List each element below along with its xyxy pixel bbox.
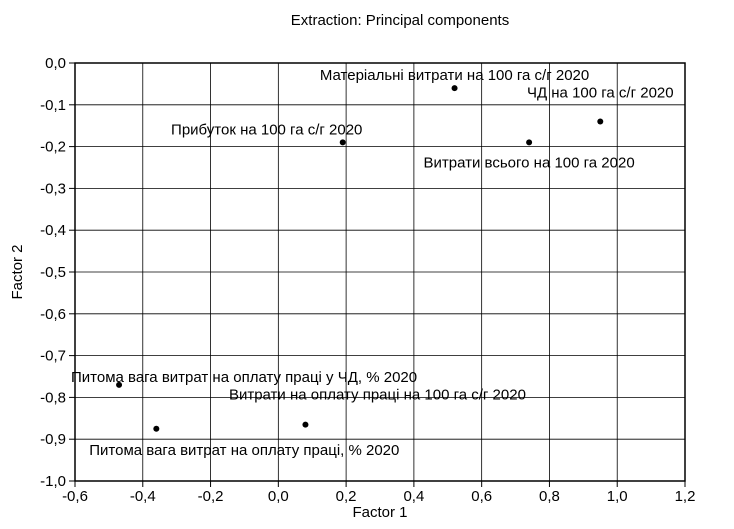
y-tick-label: -0,5	[40, 264, 66, 281]
x-tick-label: 1,2	[675, 488, 696, 505]
y-tick-label: -0,4	[40, 222, 66, 239]
x-tick-label: 0,4	[403, 488, 424, 505]
y-tick-label: -0,9	[40, 431, 66, 448]
x-tick-label: 0,2	[336, 488, 357, 505]
data-point	[339, 139, 346, 146]
x-tick-label: -0,4	[130, 488, 156, 505]
y-tick-label: -0,7	[40, 348, 66, 365]
y-tick-label: -1,0	[40, 473, 66, 490]
grid-layer	[74, 62, 686, 482]
x-tick-label: 1,0	[607, 488, 628, 505]
x-tick-label: -0,2	[198, 488, 224, 505]
y-tick-label: -0,2	[40, 139, 66, 156]
y-tick-label: -0,8	[40, 389, 66, 406]
y-tick-label: -0,6	[40, 306, 66, 323]
points-layer: Матеріальні витрати на 100 га с/г 2020ЧД…	[71, 67, 674, 459]
point-label: Питома вага витрат на оплату праці у ЧД,…	[71, 369, 417, 386]
point-label: Матеріальні витрати на 100 га с/г 2020	[320, 67, 589, 84]
y-tick-label: -0,3	[40, 180, 66, 197]
point-label: Питома вага витрат на оплату праці, % 20…	[89, 442, 399, 459]
x-axis-title: Factor 1	[352, 504, 407, 521]
data-point	[526, 139, 533, 146]
data-point	[597, 118, 604, 125]
point-label: Витрати всього на 100 га 2020	[424, 154, 635, 171]
x-tick-label: -0,6	[62, 488, 88, 505]
data-point	[302, 421, 309, 428]
point-label: Витрати на оплату праці на 100 га с/г 20…	[229, 387, 526, 404]
data-point	[116, 381, 123, 388]
chart-title: Extraction: Principal components	[291, 12, 509, 29]
x-tick-label: 0,8	[539, 488, 560, 505]
point-label: ЧД на 100 га с/г 2020	[527, 85, 674, 102]
y-tick-label: 0,0	[45, 55, 66, 72]
data-point	[153, 425, 160, 432]
data-point	[451, 85, 458, 92]
y-axis-title: Factor 2	[9, 244, 26, 299]
y-tick-label: -0,1	[40, 97, 66, 114]
tick-layer: -0,6 -0,4 -0,2 0,0 0,2 0,4 0,6 0,8 1,0 1,2 0,0 -0,1…	[40, 55, 695, 505]
x-tick-label: 0,0	[268, 488, 289, 505]
x-tick-label: 0,6	[471, 488, 492, 505]
point-label: Прибуток на 100 га с/г 2020	[171, 121, 362, 138]
